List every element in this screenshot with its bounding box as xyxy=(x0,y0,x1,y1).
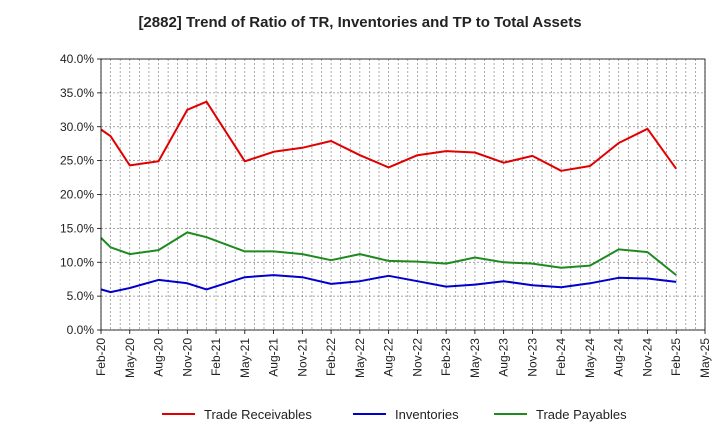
x-tick-label: Feb-23 xyxy=(439,338,453,376)
chart-title: [2882] Trend of Ratio of TR, Inventories… xyxy=(138,14,582,31)
series-lines xyxy=(100,100,678,294)
x-tick-label: Nov-24 xyxy=(640,338,654,377)
x-tick-label: Feb-20 xyxy=(94,338,108,376)
y-tick-label: 20.0% xyxy=(60,188,94,202)
legend-label-trade-payables: Trade Payables xyxy=(536,407,627,422)
x-tick-label: Nov-23 xyxy=(525,338,539,377)
x-axis-ticks: Feb-20 May-20 Aug-20 Nov-20 Feb-21 May-21 Aug-… xyxy=(94,330,712,378)
x-tick-label: Nov-20 xyxy=(180,338,194,377)
x-tick-label: May-20 xyxy=(123,338,137,378)
legend-label-trade-receivables: Trade Receivables xyxy=(204,407,312,422)
x-tick-label: Aug-21 xyxy=(267,338,281,377)
x-tick-label: May-24 xyxy=(583,338,597,378)
x-tick-label: May-25 xyxy=(698,338,712,378)
series-line-trade-receivables xyxy=(100,100,678,172)
y-tick-label: 30.0% xyxy=(60,120,94,134)
x-tick-label: Feb-22 xyxy=(324,338,338,376)
x-tick-label: Aug-24 xyxy=(612,338,626,377)
y-tick-label: 35.0% xyxy=(60,86,94,100)
series-line-inventories xyxy=(100,274,677,294)
y-tick-label: 5.0% xyxy=(67,289,95,303)
x-tick-label: Feb-25 xyxy=(669,338,683,376)
x-tick-label: May-22 xyxy=(353,338,367,378)
y-tick-label: 40.0% xyxy=(60,52,94,66)
x-tick-label: Feb-21 xyxy=(209,338,223,376)
x-tick-label: Aug-22 xyxy=(382,338,396,377)
grid xyxy=(100,58,706,331)
x-tick-label: Nov-21 xyxy=(295,338,309,377)
legend: Trade Receivables Inventories Trade Payabl… xyxy=(162,407,627,422)
y-tick-label: 0.0% xyxy=(67,323,95,337)
legend-label-inventories: Inventories xyxy=(395,407,459,422)
series-line-trade-payables xyxy=(100,231,677,276)
x-tick-label: Nov-22 xyxy=(410,338,424,377)
x-tick-label: Aug-23 xyxy=(497,338,511,377)
x-tick-label: May-21 xyxy=(238,338,252,378)
y-tick-label: 10.0% xyxy=(60,255,94,269)
x-tick-label: Aug-20 xyxy=(152,338,166,377)
x-tick-label: May-23 xyxy=(468,338,482,378)
x-tick-label: Feb-24 xyxy=(554,338,568,376)
y-tick-label: 25.0% xyxy=(60,154,94,168)
y-axis-ticks: 0.0% 5.0% 10.0% 15.0% 20.0% 25.0% 30.0% 35.0% 40… xyxy=(60,52,101,337)
y-tick-label: 15.0% xyxy=(60,221,94,235)
